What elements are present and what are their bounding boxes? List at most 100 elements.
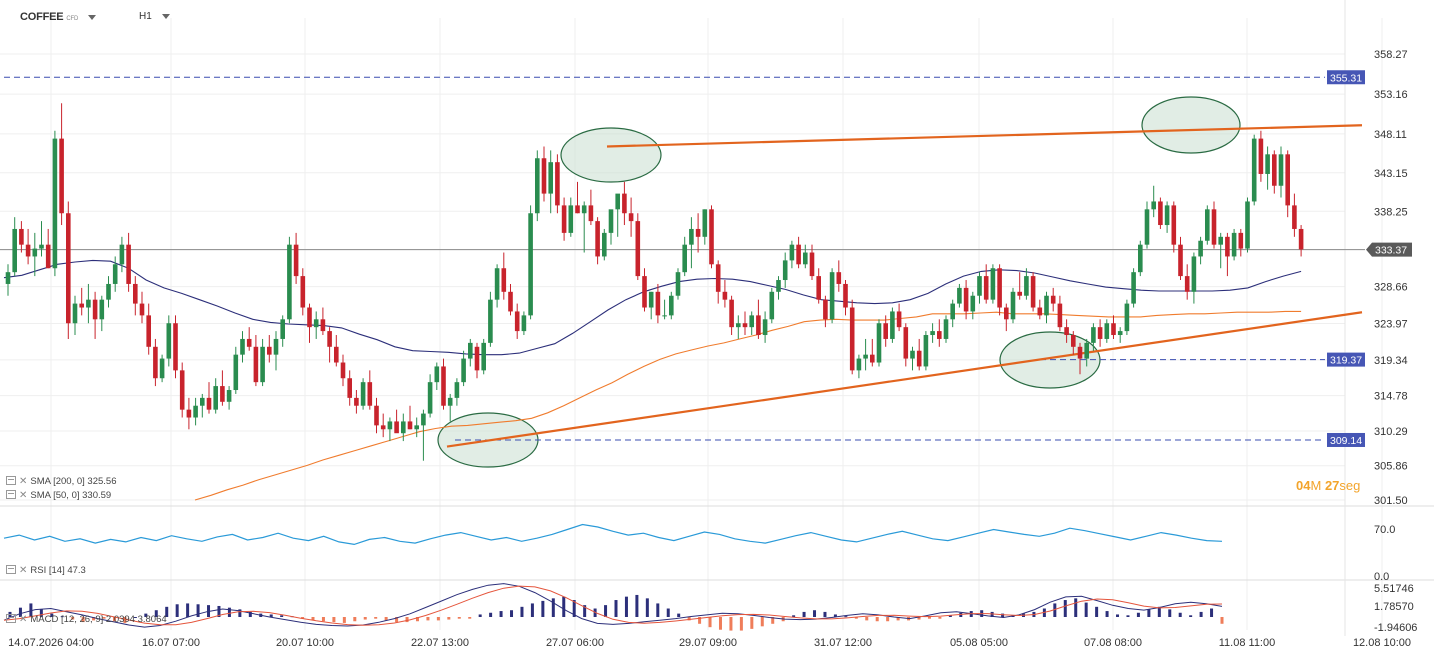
candle-body	[997, 268, 1002, 308]
candle-body	[427, 382, 433, 414]
macd-histogram-bar	[457, 617, 461, 619]
macd-histogram-bar	[1074, 598, 1078, 617]
settings-icon[interactable]	[6, 565, 16, 574]
close-icon[interactable]: ✕	[19, 490, 28, 501]
macd-histogram-bar	[583, 605, 587, 617]
candle-body	[367, 382, 373, 406]
candle-body	[220, 386, 225, 402]
close-icon[interactable]: ✕	[19, 565, 28, 576]
macd-histogram-bar	[896, 617, 900, 621]
settings-icon[interactable]	[6, 490, 16, 499]
sma200-legend[interactable]: ✕ SMA [200, 0] 325.56	[6, 476, 116, 487]
candle-body	[689, 228, 694, 245]
candle-body	[193, 405, 198, 418]
macd-histogram-bar	[604, 605, 608, 617]
macd-histogram-bar	[760, 617, 764, 627]
resistance-trendline	[606, 124, 1363, 148]
macd-histogram-bar	[478, 614, 482, 617]
rsi-tick-label: 70.0	[1374, 524, 1395, 536]
candle-body	[602, 232, 607, 257]
price-axis[interactable]: 358.27 353.16 348.11 343.15 338.25 333.37 328.…	[1374, 49, 1408, 507]
macd-legend[interactable]: ✕ MACD [12, 26, 9] 2.0394 3.8064	[6, 614, 167, 625]
candle-body	[1037, 307, 1043, 316]
candle-body	[722, 291, 728, 300]
time-tick-label: 29.07 09:00	[679, 637, 737, 649]
candle-body	[12, 228, 17, 273]
candle-body	[1151, 201, 1156, 210]
candle-body	[287, 244, 292, 320]
price-tick-label: 319.34	[1374, 355, 1408, 367]
macd-histogram-bar	[374, 617, 378, 619]
candle-body	[92, 299, 98, 320]
candle-body	[561, 205, 567, 233]
sma200-label: SMA [200, 0] 325.56	[30, 476, 117, 487]
macd-tick-label: 5.51746	[1374, 583, 1414, 595]
price-tick-label: 338.25	[1374, 206, 1408, 218]
macd-histogram-bar	[133, 617, 137, 618]
macd-histogram-bar	[1105, 611, 1109, 617]
macd-histogram-bar	[217, 605, 221, 617]
symbol-selector[interactable]: COFFEE CFD	[20, 11, 97, 23]
macd-histogram-bar	[541, 600, 545, 617]
macd-histogram-bar	[708, 617, 712, 628]
candle-body	[1071, 335, 1076, 347]
close-icon[interactable]: ✕	[19, 614, 28, 625]
candle-body	[1124, 303, 1130, 332]
macd-histogram-bar	[1178, 612, 1182, 617]
trend-lines[interactable]	[446, 124, 1363, 448]
candle-body	[849, 307, 855, 371]
timeframe-selector[interactable]: H1	[139, 11, 170, 22]
macd-histogram-bar	[1063, 600, 1067, 617]
candle-body	[682, 244, 687, 273]
rsi-legend[interactable]: ✕ RSI [14] 47.3	[6, 565, 86, 576]
candle-body	[548, 162, 553, 194]
macd-histogram-bar	[384, 617, 388, 621]
candle-body	[52, 138, 58, 269]
macd-histogram-bar	[729, 617, 733, 631]
candle-body	[273, 338, 279, 355]
candle-body	[414, 425, 419, 430]
candle-body	[1285, 154, 1290, 206]
sma50-legend[interactable]: ✕ SMA [50, 0] 330.59	[6, 490, 111, 501]
candle-body	[1164, 205, 1170, 226]
close-icon[interactable]: ✕	[19, 476, 28, 487]
candle-body	[575, 205, 580, 214]
candle-body	[628, 213, 634, 222]
macd-histogram-bar	[886, 617, 890, 622]
time-tick-label: 27.07 06:00	[546, 637, 604, 649]
settings-icon[interactable]	[6, 476, 16, 485]
macd-signal-line	[3, 585, 1223, 626]
macd-tick-label: -1.94606	[1374, 622, 1417, 634]
candle-body	[1231, 232, 1237, 257]
candle-body	[870, 354, 875, 363]
candle-body	[528, 213, 533, 316]
candle-body	[1292, 205, 1297, 229]
candle-body	[99, 299, 105, 320]
candle-body	[950, 303, 955, 320]
macd-histogram-bar	[865, 617, 869, 621]
macd-tick-label: 1.78570	[1374, 601, 1414, 613]
candle-body	[307, 307, 312, 328]
candle-body	[856, 358, 862, 371]
candle-body	[45, 244, 51, 269]
macd-histogram-bar	[489, 612, 493, 617]
macd-histogram-bar	[71, 617, 75, 620]
macd-histogram-bar	[196, 604, 200, 617]
candle-body	[354, 397, 359, 406]
candle-body	[474, 346, 480, 371]
macd-histogram-bar	[990, 611, 994, 617]
macd-histogram-bar	[1168, 609, 1172, 617]
countdown-minutes: 04	[1296, 478, 1311, 493]
candle-body	[769, 291, 775, 320]
candle-body	[1030, 276, 1036, 308]
price-tick-label: 314.78	[1374, 391, 1408, 403]
time-axis[interactable]: 14.07.2026 04:00 16.07 07:00 20.07 10:00 22…	[8, 637, 1411, 649]
macd-histogram-bar	[342, 617, 346, 623]
settings-icon[interactable]	[6, 614, 16, 623]
macd-histogram-bar	[1189, 615, 1193, 617]
candle-body	[863, 354, 868, 359]
countdown-s-unit: seg	[1339, 478, 1361, 493]
macd-histogram-bar	[1220, 617, 1224, 624]
candle-body	[1178, 244, 1183, 277]
